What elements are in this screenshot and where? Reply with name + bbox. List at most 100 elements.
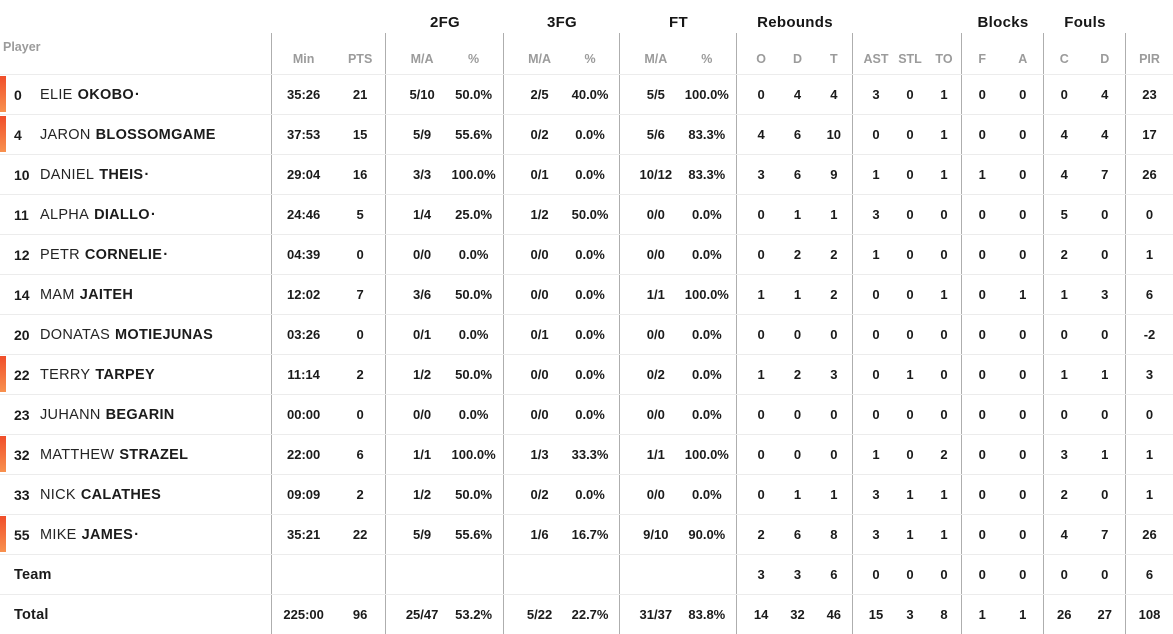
player-row[interactable]: 32 MATTHEW STRAZEL 22:00 6 1/1 100.0% 1/… [0, 434, 1173, 474]
stat-stl: 0 [906, 167, 914, 182]
summary-row[interactable]: Team 3 3 6 0 0 0 [0, 554, 1173, 594]
stat-block-against: 0 [1019, 407, 1027, 422]
stat-ast: 0 [872, 407, 880, 422]
fouls-cell: 5 0 [1044, 195, 1126, 234]
player-row[interactable]: 55 MIKE JAMES · 35:21 22 5/9 55.6% 1/6 1… [0, 514, 1173, 554]
stat-min: 35:21 [287, 527, 321, 542]
pir-cell: 3 [1126, 355, 1173, 394]
stat-reb-d: 0 [793, 447, 802, 462]
stat-ft-ma: 0/0 [646, 247, 665, 262]
pir-cell: 6 [1126, 555, 1173, 594]
stat-ast: 15 [868, 607, 884, 622]
stat-stl: 0 [906, 127, 914, 142]
stat-ft-pct: 100.0% [684, 447, 729, 462]
pir-cell: -2 [1126, 315, 1173, 354]
stat-ft-ma: 1/1 [646, 287, 665, 302]
stat-stl: 0 [906, 447, 914, 462]
stat-block-favor: 0 [978, 567, 986, 582]
stat-2fg-pct: 0.0% [458, 407, 489, 422]
table-body: 0 ELIE OKOBO · 35:26 21 5/10 50.0% 2/5 4… [0, 74, 1173, 634]
blocks-cell: 0 0 [962, 515, 1044, 554]
group-label-fouls: Fouls [1064, 14, 1106, 31]
player-row[interactable]: 4 JARON BLOSSOMGAME 37:53 15 5/9 55.6% 0… [0, 114, 1173, 154]
summary-row[interactable]: Total 225:00 96 25/47 53.2% 5/22 22.7% 3… [0, 594, 1173, 634]
player-row[interactable]: 11 ALPHA DIALLO · 24:46 5 1/4 25.0% 1/2 … [0, 194, 1173, 234]
stat-3fg-pct: 0.0% [575, 247, 605, 262]
stat-reb-d: 2 [793, 247, 802, 262]
2fg-cell: 0/0 0.0% [386, 235, 504, 274]
group-header-3fg: 3FG [504, 0, 620, 33]
player-row[interactable]: 12 PETR CORNELIE · 04:39 0 0/0 0.0% 0/0 … [0, 234, 1173, 274]
player-last-name: OKOBO [77, 86, 134, 103]
player-number: 14 [14, 286, 30, 303]
stat-ast: 1 [872, 167, 880, 182]
stat-to: 0 [940, 567, 948, 582]
stat-pts: 5 [356, 207, 364, 222]
player-first-name: DONATAS [40, 326, 111, 343]
stat-to: 1 [940, 527, 948, 542]
player-first-name: PETR [40, 246, 80, 263]
player-last-name: STRAZEL [119, 446, 189, 463]
stat-3fg-pct: 22.7% [571, 607, 609, 622]
ast-stl-to-cell: 3 0 0 [853, 195, 962, 234]
pir-column-header: PIR [1126, 33, 1173, 74]
player-row[interactable]: 0 ELIE OKOBO · 35:26 21 5/10 50.0% 2/5 4… [0, 74, 1173, 114]
player-last-name: JAITEH [79, 286, 134, 303]
stat-pts: 6 [356, 447, 364, 462]
stat-block-favor: 0 [978, 447, 986, 462]
player-row[interactable]: 10 DANIEL THEIS · 29:04 16 3/3 100.0% 0/… [0, 154, 1173, 194]
stat-ft-ma: 0/0 [646, 407, 665, 422]
rebounds-cell: 0 0 0 [737, 395, 853, 434]
group-header-minpts-spacer [272, 0, 386, 33]
3fg-cell: 2/5 40.0% [504, 75, 620, 114]
player-number: 4 [14, 126, 22, 143]
blocks-cell: 0 0 [962, 115, 1044, 154]
stat-pir: 6 [1145, 287, 1154, 302]
stat-2fg-ma: 1/1 [413, 447, 432, 462]
stat-foul-drawn: 7 [1101, 167, 1109, 182]
stat-pts: 0 [356, 247, 364, 262]
player-cell: Total [0, 595, 272, 634]
stat-3fg-pct: 50.0% [571, 207, 609, 222]
ft-cell: 0/0 0.0% [620, 195, 737, 234]
ft-cell: 1/1 100.0% [620, 275, 737, 314]
player-row[interactable]: 33 NICK CALATHES 09:09 2 1/2 50.0% 0/2 0… [0, 474, 1173, 514]
group-label-3fg: 3FG [546, 14, 578, 31]
player-row[interactable]: 14 MAM JAITEH 12:02 7 3/6 50.0% 0/0 0.0%… [0, 274, 1173, 314]
stat-foul-committed: 0 [1060, 407, 1068, 422]
3fg-cell: 0/2 0.0% [504, 115, 620, 154]
2fg-cell [386, 555, 504, 594]
pir-cell: 108 [1126, 595, 1173, 634]
stat-3fg-pct: 0.0% [575, 367, 605, 382]
stat-block-against: 1 [1019, 607, 1027, 622]
minpts-cell: 225:00 96 [272, 595, 386, 634]
stat-pts: 22 [352, 527, 368, 542]
player-row[interactable]: 23 JUHANN BEGARIN 00:00 0 0/0 0.0% 0/0 0… [0, 394, 1173, 434]
stat-stl: 1 [906, 487, 914, 502]
stat-ft-ma: 1/1 [646, 447, 665, 462]
stat-pir: 6 [1145, 567, 1154, 582]
stat-reb-t: 1 [830, 207, 838, 222]
stat-to: 1 [940, 487, 948, 502]
ft-cell: 10/12 83.3% [620, 155, 737, 194]
stat-3fg-pct: 0.0% [575, 487, 605, 502]
stat-pir: 26 [1142, 167, 1157, 182]
stat-reb-d: 4 [793, 87, 802, 102]
stat-ast: 0 [872, 327, 880, 342]
player-row[interactable]: 22 TERRY TARPEY 11:14 2 1/2 50.0% 0/0 0.… [0, 354, 1173, 394]
player-number: 32 [14, 446, 30, 463]
stat-reb-t: 8 [830, 527, 838, 542]
stat-min: 225:00 [283, 607, 324, 622]
stat-3fg-ma: 0/2 [530, 127, 549, 142]
rebounds-column-header: O D T [737, 33, 853, 74]
2fg-cell: 1/4 25.0% [386, 195, 504, 234]
stat-min: 11:14 [287, 367, 320, 382]
player-last-name: BEGARIN [105, 406, 175, 423]
stat-3fg-ma: 0/0 [530, 287, 549, 302]
stat-reb-d: 0 [793, 407, 802, 422]
player-row[interactable]: 20 DONATAS MOTIEJUNAS 03:26 0 0/1 0.0% 0… [0, 314, 1173, 354]
player-number: 12 [14, 246, 30, 263]
stat-2fg-pct: 50.0% [455, 287, 493, 302]
stat-reb-t: 46 [826, 607, 842, 622]
row-label: Team [14, 566, 52, 583]
